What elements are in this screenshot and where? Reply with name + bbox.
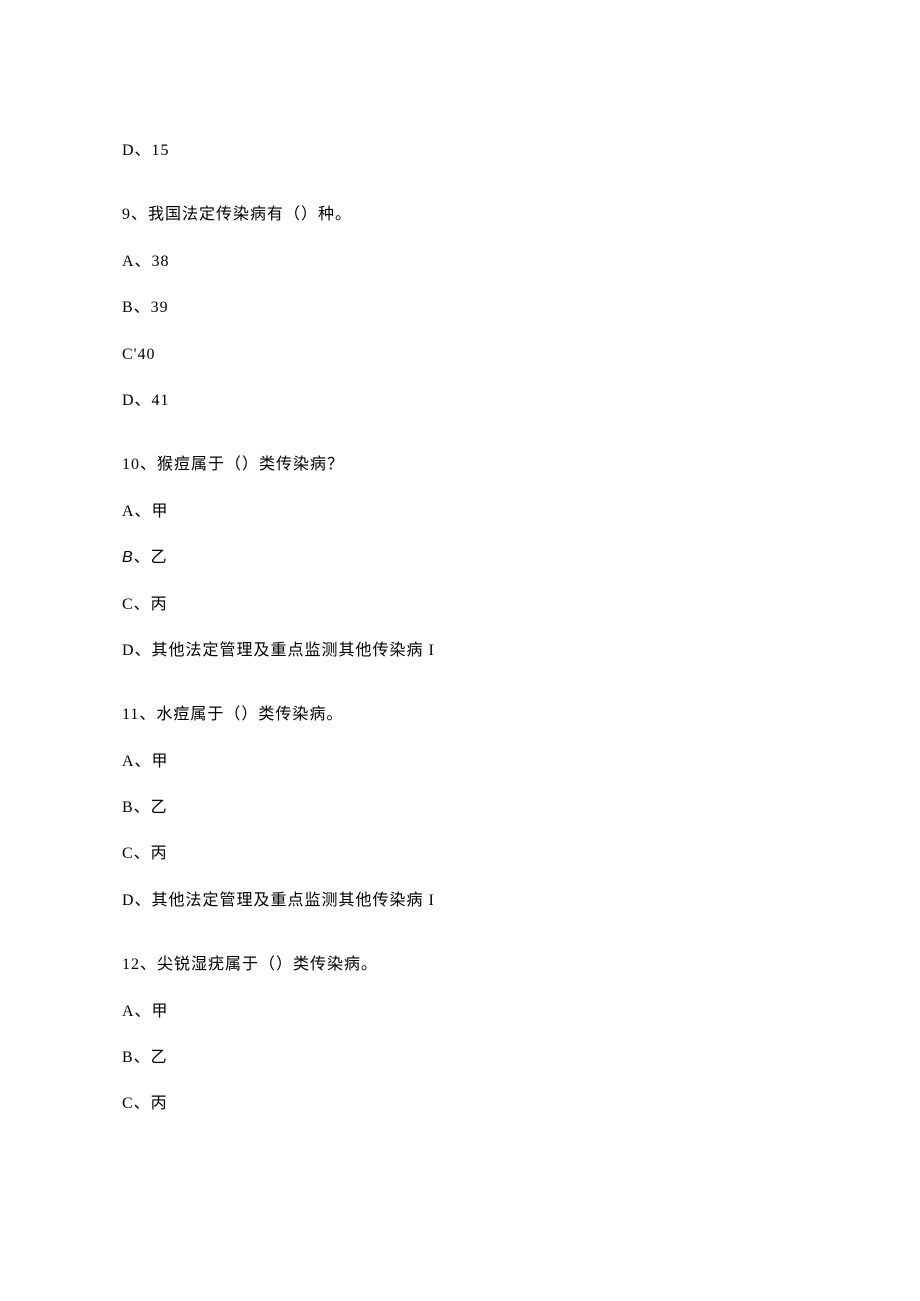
q9-option-c: C'40 [122, 344, 802, 366]
q10-option-b-prefix: B [122, 549, 134, 566]
q10-question: 10、猴痘属于（）类传染病？ [122, 454, 802, 476]
q11-option-d: D、其他法定管理及重点监测其他传染病 I [122, 890, 802, 912]
q12-option-a: A、甲 [122, 1001, 802, 1023]
prev-option-d: D、15 [122, 140, 802, 162]
q11-option-a: A、甲 [122, 751, 802, 773]
q11-option-b: B、乙 [122, 797, 802, 819]
q12-question: 12、尖锐湿疣属于（）类传染病。 [122, 954, 802, 976]
q11-question: 11、水痘属于（）类传染病。 [122, 704, 802, 726]
q10-option-a: A、甲 [122, 501, 802, 523]
q10-option-b-suffix: 、乙 [134, 549, 168, 566]
q10-option-b: B、乙 [122, 547, 802, 569]
q10-option-c: C、丙 [122, 594, 802, 616]
page-content: D、15 9、我国法定传染病有（）种。 A、38 B、39 C'40 D、41 … [122, 140, 802, 1140]
q11-option-c: C、丙 [122, 843, 802, 865]
q9-option-b: B、39 [122, 297, 802, 319]
q9-option-d: D、41 [122, 390, 802, 412]
q12-option-c: C、丙 [122, 1093, 802, 1115]
q9-question: 9、我国法定传染病有（）种。 [122, 204, 802, 226]
q10-option-d: D、其他法定管理及重点监测其他传染病 I [122, 640, 802, 662]
q9-option-a: A、38 [122, 251, 802, 273]
q12-option-b: B、乙 [122, 1047, 802, 1069]
